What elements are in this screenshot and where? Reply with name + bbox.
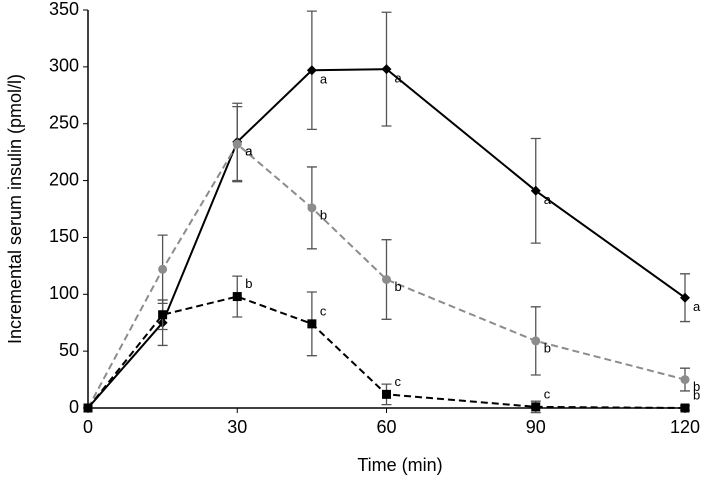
marker [382, 389, 391, 399]
significance-label: b [395, 279, 402, 294]
marker [531, 402, 541, 412]
x-tick-label: 0 [83, 417, 93, 437]
y-tick-label: 350 [49, 0, 79, 19]
x-axis-label: Time (min) [357, 455, 442, 475]
marker [306, 65, 317, 76]
marker [382, 275, 391, 285]
significance-label: a [693, 299, 701, 314]
significance-label: a [544, 192, 552, 207]
marker [680, 292, 690, 303]
significance-label: a [245, 144, 253, 159]
marker [680, 403, 690, 413]
marker [307, 203, 317, 213]
x-tick-label: 120 [670, 417, 700, 437]
y-tick-label: 100 [49, 283, 79, 303]
significance-label: b [693, 379, 700, 394]
marker [531, 336, 541, 346]
y-tick-label: 150 [49, 226, 79, 246]
marker [83, 403, 93, 413]
y-axis-label: Incremental serum insulin (pmol/l) [5, 74, 25, 344]
marker [232, 292, 242, 302]
y-tick-label: 50 [59, 340, 79, 360]
x-tick-label: 30 [227, 417, 247, 437]
marker [158, 310, 168, 320]
significance-label: b [544, 340, 551, 355]
y-tick-label: 250 [49, 112, 79, 132]
y-tick-label: 200 [49, 169, 79, 189]
significance-label: b [320, 207, 327, 222]
significance-label: c [395, 374, 402, 389]
significance-label: a [245, 143, 253, 158]
x-tick-label: 90 [526, 417, 546, 437]
marker [232, 139, 242, 149]
x-tick-label: 60 [376, 417, 396, 437]
marker [530, 185, 541, 196]
significance-label: b [693, 387, 700, 402]
significance-label: c [544, 386, 551, 401]
significance-label: a [395, 71, 403, 86]
significance-label: c [320, 303, 327, 318]
significance-label: b [245, 276, 252, 291]
y-tick-label: 300 [49, 56, 79, 76]
y-tick-label: 0 [69, 397, 79, 417]
marker [381, 64, 392, 75]
marker [307, 319, 317, 329]
marker [680, 375, 690, 385]
significance-label: a [320, 72, 328, 87]
marker [158, 264, 168, 274]
